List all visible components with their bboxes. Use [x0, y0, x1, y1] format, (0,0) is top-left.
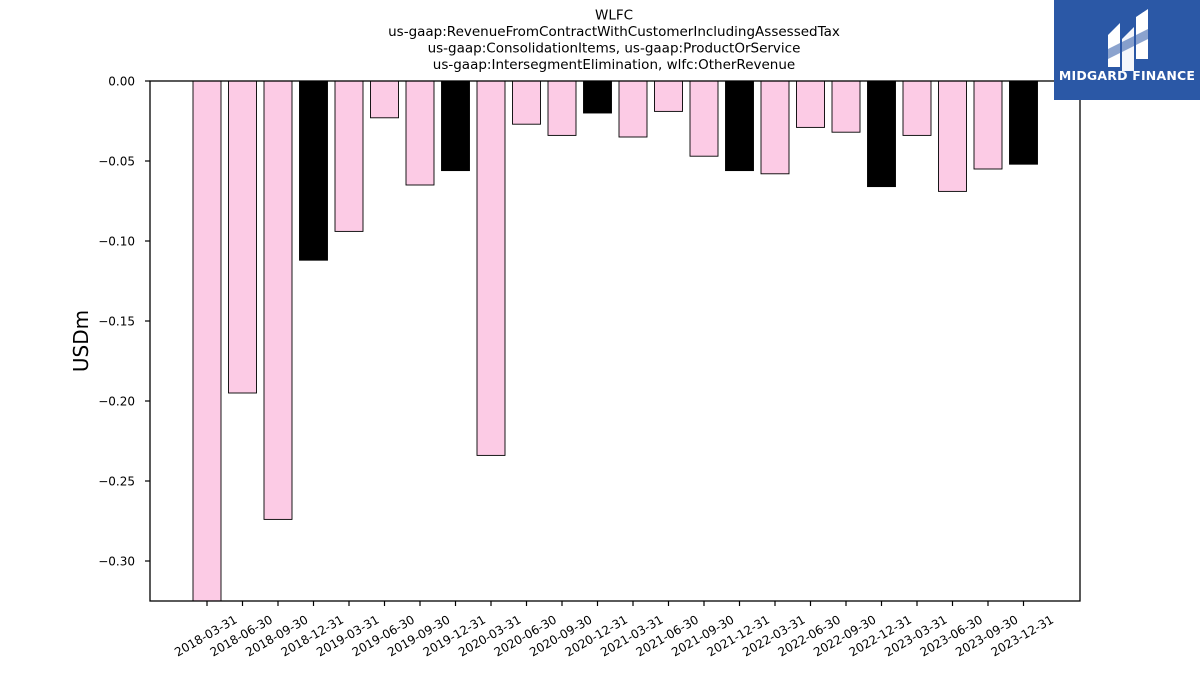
midgard-finance-logo: MIDGARD FINANCE — [1054, 0, 1200, 100]
chart-title-line-1: WLFC — [595, 8, 633, 24]
midgard-logo-icon — [1108, 9, 1148, 71]
bar-2022-06-30 — [796, 80, 825, 128]
y-tick-label: −0.30 — [98, 555, 135, 569]
y-tick-label: 0.00 — [108, 75, 135, 89]
bar-series — [192, 80, 1038, 602]
bar-2023-09-30 — [973, 80, 1003, 170]
y-axis: 0.00 −0.05 −0.10 −0.15 −0.20 −0.25 −0.30 — [98, 75, 150, 569]
y-tick-label: −0.05 — [98, 155, 135, 169]
y-axis-label: USDm — [69, 310, 93, 372]
bar-2022-09-30 — [831, 80, 861, 133]
bar-2018-09-30 — [263, 80, 293, 520]
y-tick-label: −0.25 — [98, 475, 135, 489]
bar-2019-06-30 — [370, 80, 399, 119]
bar-2019-09-30 — [405, 80, 435, 186]
plot-frame — [149, 80, 1081, 602]
bar-2021-09-30 — [689, 80, 719, 157]
chart-title-line-4: us-gaap:IntersegmentElimination, wlfc:Ot… — [433, 57, 795, 73]
logo-text: MIDGARD FINANCE — [1058, 68, 1196, 83]
bar-2019-12-31 — [441, 80, 470, 172]
bar-2022-12-31 — [867, 80, 896, 188]
bar-2020-09-30 — [547, 80, 577, 136]
bar-2023-06-30 — [938, 80, 967, 192]
bar-2018-12-31 — [299, 80, 328, 261]
bar-2021-12-31 — [725, 80, 754, 172]
y-tick-label: −0.20 — [98, 395, 135, 409]
bar-2020-12-31 — [583, 80, 612, 114]
chart-title: WLFC us-gaap:RevenueFromContractWithCust… — [388, 8, 840, 74]
bar-2021-03-31 — [618, 80, 648, 138]
x-axis: 2018-03-312018-06-302018-09-302018-12-31… — [172, 601, 1056, 659]
bar-2018-03-31 — [192, 80, 222, 602]
bar-2022-03-31 — [760, 80, 790, 175]
bar-2023-03-31 — [902, 80, 932, 136]
bar-2019-03-31 — [334, 80, 364, 232]
bar-2021-06-30 — [654, 80, 683, 112]
bar-2020-03-31 — [476, 80, 506, 456]
y-tick-label: −0.10 — [98, 235, 135, 249]
chart-title-line-3: us-gaap:ConsolidationItems, us-gaap:Prod… — [428, 41, 801, 57]
y-tick-label: −0.15 — [98, 315, 135, 329]
bar-2023-12-31 — [1009, 80, 1038, 165]
bar-2018-06-30 — [228, 80, 257, 394]
bar-2020-06-30 — [512, 80, 541, 125]
chart-title-line-2: us-gaap:RevenueFromContractWithCustomerI… — [388, 24, 840, 40]
